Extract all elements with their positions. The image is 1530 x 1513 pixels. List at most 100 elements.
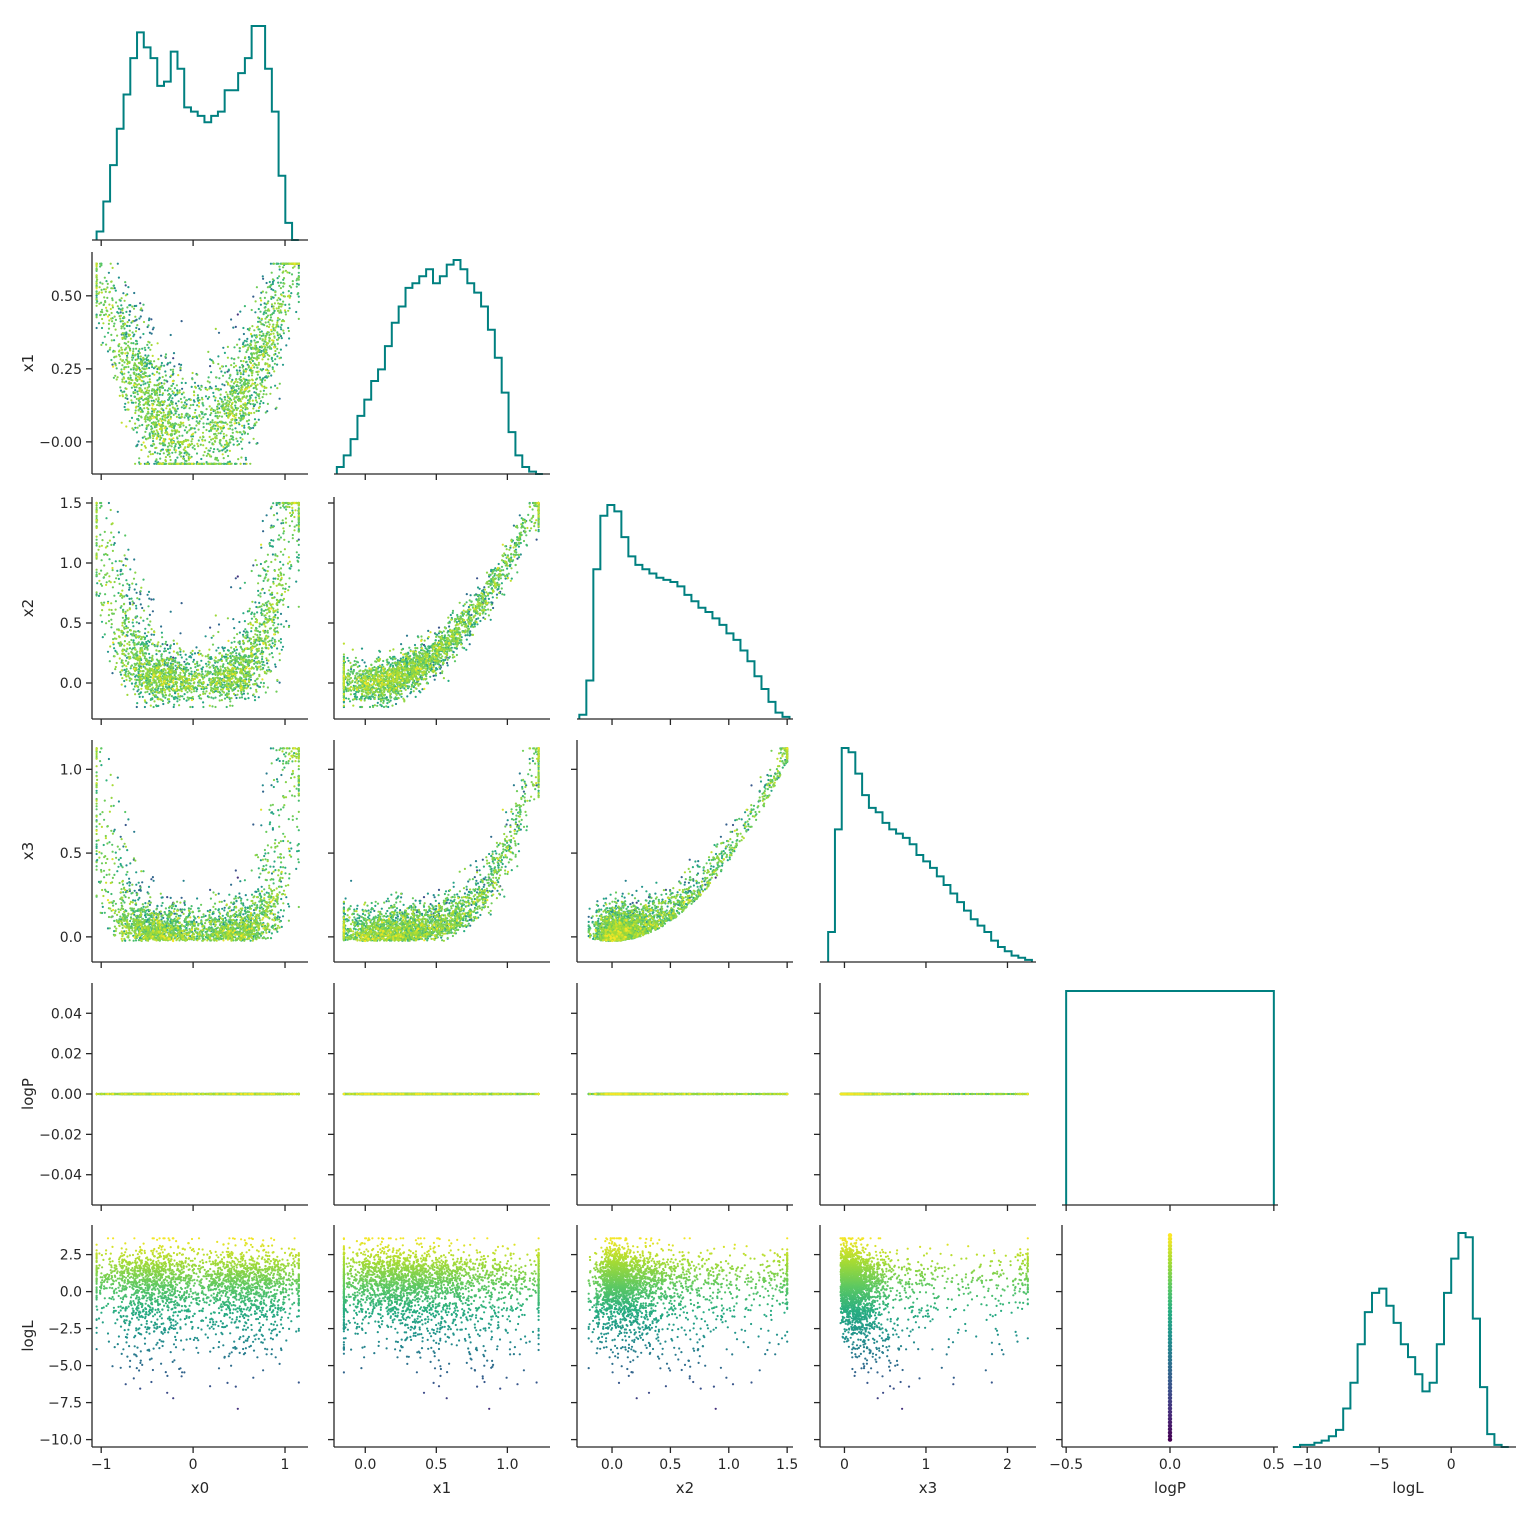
scatter-point: [122, 564, 125, 567]
scatter-point: [279, 567, 283, 570]
scatter-point: [223, 396, 227, 399]
scatter-point: [120, 370, 123, 373]
scatter-point: [110, 543, 113, 547]
scatter-point: [200, 659, 203, 662]
scatter-point: [243, 391, 246, 394]
scatter-point: [259, 310, 262, 313]
scatter-point: [244, 380, 247, 383]
scatter-point: [180, 393, 184, 396]
scatter-point: [266, 629, 269, 632]
scatter-point: [170, 384, 173, 387]
scatter-point: [208, 441, 211, 444]
scatter-point: [151, 434, 154, 437]
scatter-point: [221, 383, 224, 386]
scatter-point: [128, 313, 131, 316]
scatter-point: [248, 327, 251, 330]
scatter-point: [148, 692, 151, 696]
scatter-point: [253, 339, 256, 342]
scatter-point: [115, 301, 118, 304]
scatter-point: [181, 462, 184, 465]
scatter-point: [161, 384, 164, 388]
scatter-point: [222, 424, 225, 428]
scatter-point: [95, 265, 98, 268]
scatter-point: [106, 286, 109, 289]
scatter-point: [254, 344, 257, 347]
scatter-point: [152, 408, 155, 411]
scatter-point: [217, 646, 220, 649]
scatter-point: [134, 615, 137, 618]
scatter-point: [165, 658, 168, 661]
scatter-point: [242, 630, 245, 633]
scatter-point: [274, 326, 277, 329]
scatter-point: [248, 394, 251, 397]
scatter-point: [259, 331, 262, 334]
scatter-point: [138, 622, 141, 625]
scatter-point: [251, 382, 254, 385]
scatter-point: [147, 631, 150, 634]
scatter-point: [270, 288, 273, 291]
scatter-point: [226, 657, 229, 660]
scatter-point: [272, 307, 275, 310]
scatter-point: [117, 577, 120, 581]
scatter-point: [236, 679, 239, 682]
scatter-point: [214, 376, 218, 379]
scatter-point: [158, 691, 161, 694]
scatter-point: [208, 453, 211, 456]
scatter-point: [167, 698, 171, 701]
scatter-point: [225, 669, 228, 672]
scatter-point: [247, 426, 250, 429]
scatter-point: [226, 617, 229, 620]
scatter-point: [262, 530, 265, 533]
scatter-point: [95, 274, 98, 277]
scatter-point: [95, 290, 98, 293]
scatter-point: [166, 362, 170, 365]
scatter-point: [209, 358, 212, 361]
scatter-point: [138, 374, 141, 377]
scatter-point: [132, 347, 135, 350]
scatter-point: [256, 366, 259, 369]
scatter-point: [214, 462, 217, 465]
scatter-point: [259, 633, 262, 636]
scatter-point: [160, 431, 163, 435]
scatter-point: [211, 681, 214, 684]
scatter-point: [278, 397, 281, 400]
scatter-point: [155, 398, 158, 401]
scatter-point: [253, 695, 257, 698]
scatter-point: [164, 370, 167, 373]
scatter-point: [255, 326, 259, 329]
scatter-point: [283, 538, 286, 541]
scatter-point: [137, 414, 140, 417]
scatter-point: [188, 407, 191, 410]
scatter-point: [266, 670, 269, 673]
scatter-point: [261, 396, 264, 399]
scatter-point: [169, 422, 172, 425]
scatter-point: [278, 659, 281, 662]
scatter-point: [127, 286, 130, 289]
scatter-point: [233, 398, 236, 401]
scatter-point: [120, 327, 123, 330]
scatter-point: [247, 658, 251, 662]
scatter-point: [121, 336, 124, 339]
scatter-point: [116, 569, 119, 573]
scatter-point: [148, 378, 151, 381]
scatter-point: [169, 417, 172, 420]
scatter-point: [221, 646, 224, 649]
scatter-point: [104, 301, 107, 304]
scatter-point: [167, 410, 170, 413]
scatter-point: [130, 394, 133, 397]
scatter-point: [226, 649, 230, 652]
scatter-point: [158, 388, 161, 391]
scatter-point: [248, 672, 251, 675]
scatter-point: [174, 402, 178, 405]
scatter-point: [158, 438, 162, 441]
scatter-point: [181, 695, 184, 698]
scatter-point: [297, 262, 300, 265]
scatter-point: [156, 436, 159, 439]
scatter-point: [274, 349, 277, 353]
scatter-point: [143, 638, 146, 641]
scatter-point: [226, 408, 229, 411]
scatter-point: [168, 448, 172, 451]
scatter-point: [274, 640, 277, 643]
scatter-point: [191, 649, 194, 653]
scatter-point: [214, 388, 217, 391]
